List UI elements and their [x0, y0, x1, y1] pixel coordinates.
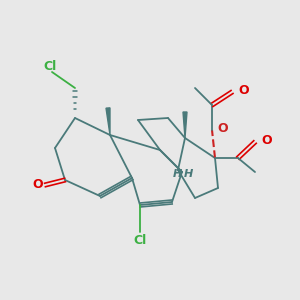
Polygon shape	[106, 108, 110, 135]
Text: O: O	[33, 178, 43, 191]
Text: H: H	[183, 169, 193, 179]
Text: O: O	[238, 83, 249, 97]
Text: Cl: Cl	[44, 59, 57, 73]
Text: Cl: Cl	[134, 233, 147, 247]
Text: H: H	[172, 169, 182, 179]
Polygon shape	[183, 112, 187, 138]
Text: O: O	[261, 134, 272, 146]
Text: O: O	[217, 122, 228, 134]
